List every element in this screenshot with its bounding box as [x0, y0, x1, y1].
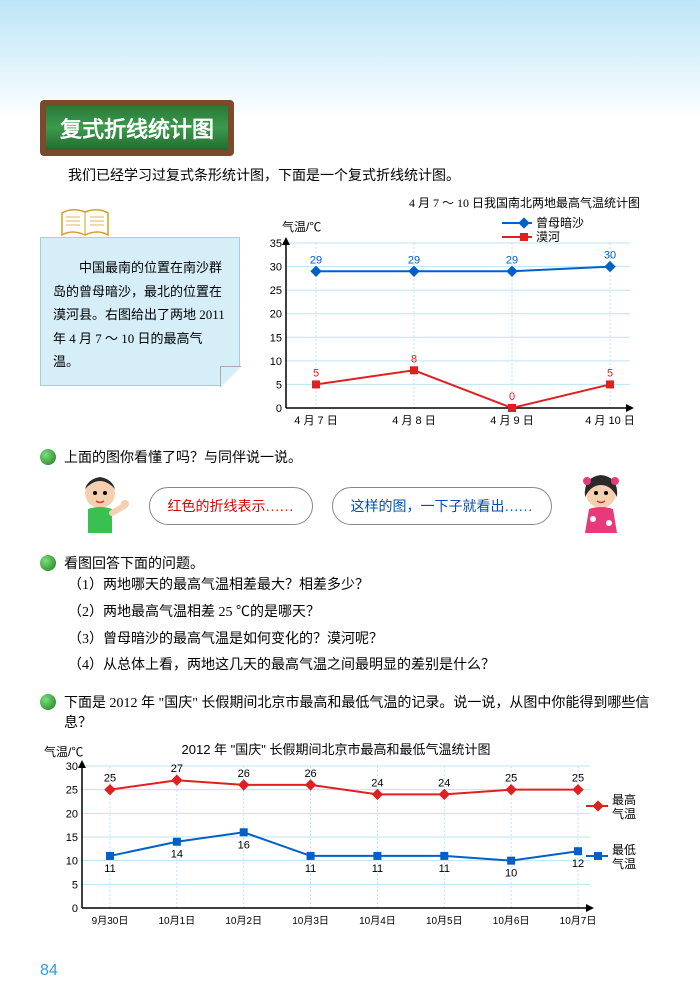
question-list: （1）两地哪天的最高气温相差最大？相差多少？ （2）两地最高气温相差 25 ℃的…: [68, 573, 660, 679]
svg-text:25: 25: [66, 784, 78, 796]
svg-text:24: 24: [438, 777, 450, 789]
bullet-1-text: 上面的图你看懂了吗？与同伴说一说。: [64, 447, 302, 467]
svg-text:25: 25: [505, 772, 517, 784]
svg-text:35: 35: [270, 238, 282, 250]
svg-text:20: 20: [66, 808, 78, 820]
svg-text:5: 5: [313, 368, 319, 380]
girl-icon: [571, 471, 631, 541]
svg-text:10月2日: 10月2日: [225, 915, 262, 927]
svg-text:5: 5: [72, 879, 78, 891]
svg-text:20: 20: [270, 309, 282, 321]
svg-text:0: 0: [72, 903, 78, 915]
bullet-icon: [40, 694, 56, 710]
chart2: 2012 年 "国庆" 长假期间北京市最高和最低气温统计图 0 5 10 15 20 25 3…: [40, 740, 660, 935]
svg-text:25: 25: [572, 772, 584, 784]
speech-row: 红色的折线表示…… 这样的图，一下子就看出……: [60, 471, 640, 541]
chart1-title: 4 月 7 ～ 10 日我国南北两地最高气温统计图: [40, 194, 660, 211]
svg-text:5: 5: [607, 368, 613, 380]
intro-text: 我们已经学习过复式条形统计图，下面是一个复式折线统计图。: [40, 166, 660, 188]
svg-text:30: 30: [66, 761, 78, 773]
svg-text:10: 10: [66, 855, 78, 867]
svg-text:24: 24: [371, 777, 383, 789]
svg-text:10月7日: 10月7日: [560, 915, 597, 927]
svg-text:16: 16: [238, 839, 250, 851]
svg-text:8: 8: [411, 354, 417, 366]
bullet-2-text: 看图回答下面的问题。: [64, 553, 204, 573]
svg-text:最高: 最高: [612, 792, 636, 807]
svg-text:12: 12: [572, 858, 584, 870]
svg-text:2012 年 "国庆" 长假期间北京市最高和最低气温统计图: 2012 年 "国庆" 长假期间北京市最高和最低气温统计图: [182, 742, 491, 757]
question-1: （1）两地哪天的最高气温相差最大？相差多少？: [68, 573, 660, 600]
question-3: （3）曾母暗沙的最高气温是如何变化的？漠河呢？: [68, 627, 660, 654]
bullet-3-text: 下面是 2012 年 "国庆" 长假期间北京市最高和最低气温的记录。说一说，从图…: [64, 692, 660, 732]
svg-text:5: 5: [276, 380, 282, 392]
svg-text:27: 27: [171, 763, 183, 775]
svg-text:0: 0: [509, 391, 515, 403]
speech-blue: 这样的图，一下子就看出……: [332, 487, 552, 525]
bullet-icon: [40, 555, 56, 571]
svg-text:11: 11: [372, 863, 383, 875]
bullet-3: 下面是 2012 年 "国庆" 长假期间北京市最高和最低气温的记录。说一说，从图…: [40, 692, 660, 732]
question-2: （2）两地最高气温相差 25 ℃的是哪天？: [68, 600, 660, 627]
section-title: 复式折线统计图: [40, 100, 234, 156]
svg-text:10: 10: [505, 867, 517, 879]
bullet-2: 看图回答下面的问题。: [40, 553, 660, 573]
svg-text:15: 15: [66, 832, 78, 844]
svg-text:9月30日: 9月30日: [92, 915, 129, 927]
svg-text:25: 25: [104, 772, 116, 784]
svg-text:26: 26: [304, 768, 316, 780]
page-number: 84: [40, 962, 58, 980]
svg-text:14: 14: [171, 848, 183, 860]
chart1: 0 5 10 15 20 25 30 35 4 月 7 日 4 月 8 日 4 月 9 日 4 月 1…: [250, 215, 660, 435]
svg-text:10月1日: 10月1日: [159, 915, 196, 927]
svg-text:10月4日: 10月4日: [359, 915, 396, 927]
svg-text:漠河: 漠河: [536, 230, 560, 244]
svg-text:11: 11: [439, 863, 450, 875]
svg-text:11: 11: [104, 863, 115, 875]
svg-text:15: 15: [270, 333, 282, 345]
bullet-1: 上面的图你看懂了吗？与同伴说一说。: [40, 447, 660, 467]
svg-text:29: 29: [506, 255, 518, 267]
speech-red: 红色的折线表示……: [149, 487, 313, 525]
info-box: 中国最南的位置在南沙群岛的曾母暗沙，最北的位置在漠河县。右图给出了两地 2011…: [40, 237, 240, 386]
svg-text:29: 29: [310, 255, 322, 267]
section-1: 中国最南的位置在南沙群岛的曾母暗沙，最北的位置在漠河县。右图给出了两地 2011…: [40, 215, 660, 435]
svg-text:4 月 7 日: 4 月 7 日: [294, 415, 337, 427]
svg-text:最低: 最低: [612, 843, 636, 857]
svg-text:10: 10: [270, 356, 282, 368]
svg-text:气温: 气温: [612, 806, 636, 821]
svg-text:气温/℃: 气温/℃: [44, 744, 83, 759]
info-panel: 中国最南的位置在南沙群岛的曾母暗沙，最北的位置在漠河县。右图给出了两地 2011…: [40, 215, 240, 435]
svg-text:气温: 气温: [612, 856, 636, 871]
svg-text:0: 0: [276, 403, 282, 415]
svg-text:曾母暗沙: 曾母暗沙: [536, 215, 584, 230]
svg-text:30: 30: [270, 262, 282, 274]
svg-text:30: 30: [604, 250, 616, 262]
svg-text:4 月 9 日: 4 月 9 日: [490, 415, 533, 427]
svg-text:25: 25: [270, 286, 282, 298]
svg-text:10月6日: 10月6日: [493, 915, 530, 927]
svg-text:26: 26: [238, 768, 250, 780]
svg-text:29: 29: [408, 255, 420, 267]
svg-text:11: 11: [305, 863, 316, 875]
svg-text:4 月 10 日: 4 月 10 日: [585, 415, 635, 427]
boy-icon: [70, 471, 130, 541]
svg-text:4 月 8 日: 4 月 8 日: [392, 415, 435, 427]
question-4: （4）从总体上看，两地这几天的最高气温之间最明显的差别是什么？: [68, 653, 660, 680]
svg-text:气温/℃: 气温/℃: [282, 219, 321, 234]
bullet-icon: [40, 449, 56, 465]
svg-text:10月5日: 10月5日: [426, 915, 463, 927]
svg-text:10月3日: 10月3日: [292, 915, 329, 927]
